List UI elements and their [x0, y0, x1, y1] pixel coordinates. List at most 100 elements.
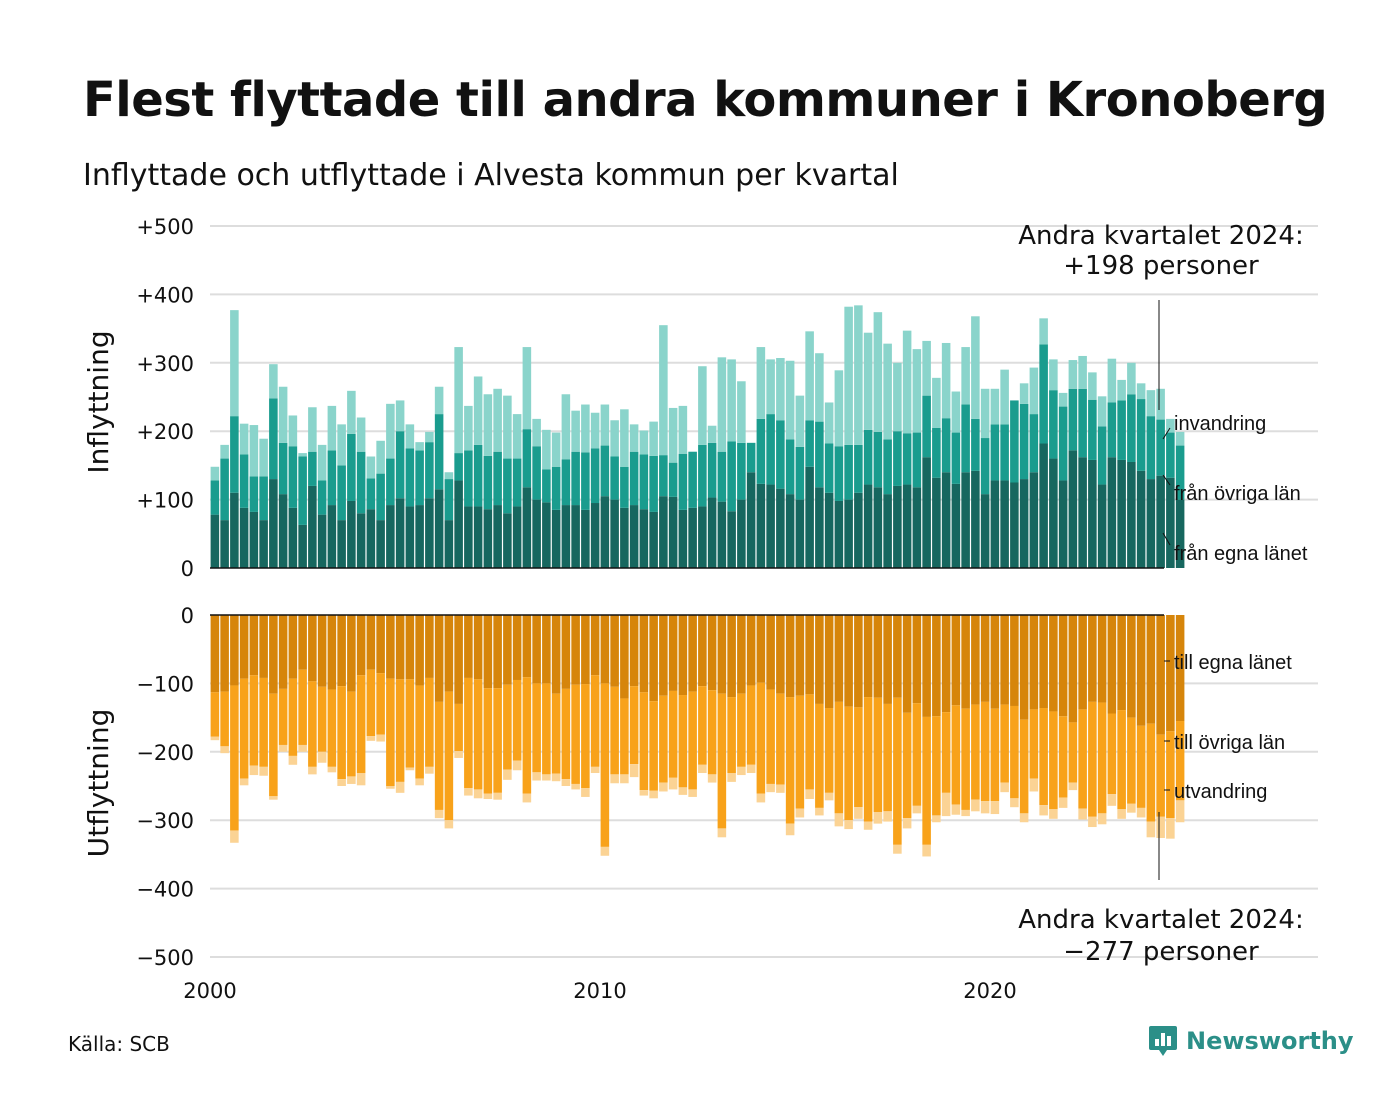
bar-till-ovriga-lan — [278, 688, 288, 745]
bar-utvandring — [590, 766, 600, 774]
bar-invandring — [961, 347, 970, 405]
bar-till-ovriga-lan — [834, 701, 844, 814]
bar-till-egna-lanet — [278, 615, 288, 689]
bar-invandring — [1039, 318, 1048, 345]
bar-utvandring — [737, 766, 746, 776]
bar-utvandring — [668, 777, 678, 790]
bar-utvandring — [1166, 818, 1175, 839]
bar-invandring — [678, 405, 688, 454]
bar-fran-egna-lanet — [1175, 499, 1185, 568]
bar-fran-egna-lanet — [590, 503, 600, 568]
bar-fran-egna-lanet — [493, 505, 502, 568]
bar-invandring — [600, 404, 610, 446]
bar-fran-ovriga-lan — [834, 446, 844, 501]
bar-till-egna-lanet — [990, 615, 1000, 709]
annotation-in-line1: Andra kvartalet 2024: — [1018, 221, 1303, 251]
bar-invandring — [522, 347, 532, 430]
bar-till-ovriga-lan — [405, 679, 415, 768]
newsworthy-logo-icon — [1149, 1026, 1177, 1056]
bar-till-egna-lanet — [259, 615, 268, 678]
bar-till-ovriga-lan — [317, 686, 327, 752]
bar-fran-ovriga-lan — [678, 453, 688, 510]
bar-till-egna-lanet — [1097, 615, 1107, 703]
bar-fran-egna-lanet — [961, 472, 970, 568]
bar-fran-ovriga-lan — [912, 432, 922, 488]
bar-fran-ovriga-lan — [278, 442, 288, 495]
bar-fran-ovriga-lan — [707, 442, 717, 498]
label-fran-egna-lanet: från egna länet — [1174, 543, 1308, 565]
bar-invandring — [269, 364, 278, 399]
bar-utvandring — [1000, 782, 1009, 793]
bar-invandring — [356, 417, 366, 452]
bar-utvandring — [756, 793, 766, 803]
bar-fran-egna-lanet — [649, 511, 658, 568]
bar-till-egna-lanet — [590, 615, 600, 676]
bar-fran-ovriga-lan — [1136, 399, 1146, 471]
newsworthy-logo[interactable]: Newsworthy — [1148, 1024, 1354, 1058]
bar-till-egna-lanet — [405, 615, 415, 680]
bar-till-egna-lanet — [668, 615, 678, 691]
bar-invandring — [493, 388, 502, 452]
bar-fran-ovriga-lan — [932, 427, 941, 478]
bar-fran-ovriga-lan — [1146, 416, 1156, 480]
bar-till-egna-lanet — [932, 615, 941, 717]
bar-till-ovriga-lan — [503, 684, 512, 770]
bar-utvandring — [581, 788, 590, 797]
bar-invandring — [1107, 358, 1117, 403]
bar-invandring — [454, 347, 463, 454]
bar-fran-egna-lanet — [1010, 482, 1019, 568]
bar-till-ovriga-lan — [395, 679, 405, 782]
bar-fran-ovriga-lan — [317, 480, 327, 515]
bar-invandring — [883, 343, 892, 440]
bar-fran-ovriga-lan — [766, 414, 775, 485]
bar-fran-ovriga-lan — [1058, 406, 1068, 481]
bar-till-egna-lanet — [961, 615, 970, 709]
bar-fran-egna-lanet — [951, 483, 961, 568]
bar-invandring — [230, 310, 239, 417]
bar-invandring — [317, 444, 327, 481]
bar-till-ovriga-lan — [883, 703, 892, 812]
bar-fran-egna-lanet — [815, 487, 824, 568]
bar-utvandring — [1156, 816, 1165, 838]
bar-fran-egna-lanet — [912, 487, 922, 568]
bar-fran-egna-lanet — [298, 524, 307, 568]
bar-till-ovriga-lan — [259, 677, 268, 767]
bar-utvandring — [941, 792, 951, 817]
bar-utvandring — [776, 784, 785, 793]
bar-utvandring — [249, 765, 259, 776]
bar-invandring — [395, 400, 405, 432]
bar-invandring — [941, 342, 951, 419]
bar-till-ovriga-lan — [659, 695, 668, 783]
bar-fran-ovriga-lan — [571, 451, 580, 506]
bar-fran-egna-lanet — [415, 505, 424, 568]
bar-till-egna-lanet — [815, 615, 824, 704]
bar-till-ovriga-lan — [854, 707, 863, 808]
bar-fran-egna-lanet — [863, 484, 873, 568]
bar-invandring — [278, 386, 288, 443]
bar-till-ovriga-lan — [532, 683, 541, 773]
bar-till-egna-lanet — [464, 615, 473, 678]
bar-utvandring — [230, 830, 239, 843]
bar-till-egna-lanet — [824, 615, 834, 709]
bar-till-egna-lanet — [347, 615, 356, 692]
bar-invandring — [649, 421, 658, 456]
bar-fran-ovriga-lan — [639, 454, 649, 510]
bar-till-ovriga-lan — [1136, 725, 1146, 808]
bar-till-egna-lanet — [951, 615, 961, 706]
bar-till-ovriga-lan — [902, 712, 912, 819]
bar-invandring — [659, 325, 668, 456]
bar-till-ovriga-lan — [1146, 723, 1156, 822]
bar-invandring — [347, 390, 356, 434]
bar-fran-ovriga-lan — [415, 450, 424, 506]
bar-till-egna-lanet — [776, 615, 785, 694]
bar-till-egna-lanet — [230, 615, 239, 686]
bar-fran-ovriga-lan — [815, 421, 824, 488]
bar-till-egna-lanet — [863, 615, 873, 698]
bar-fran-egna-lanet — [230, 492, 239, 568]
bar-till-egna-lanet — [542, 615, 551, 684]
bar-till-egna-lanet — [327, 615, 337, 690]
bar-fran-ovriga-lan — [717, 451, 727, 502]
bar-utvandring — [912, 805, 922, 814]
bar-invandring — [971, 316, 980, 419]
bar-utvandring — [815, 807, 824, 816]
